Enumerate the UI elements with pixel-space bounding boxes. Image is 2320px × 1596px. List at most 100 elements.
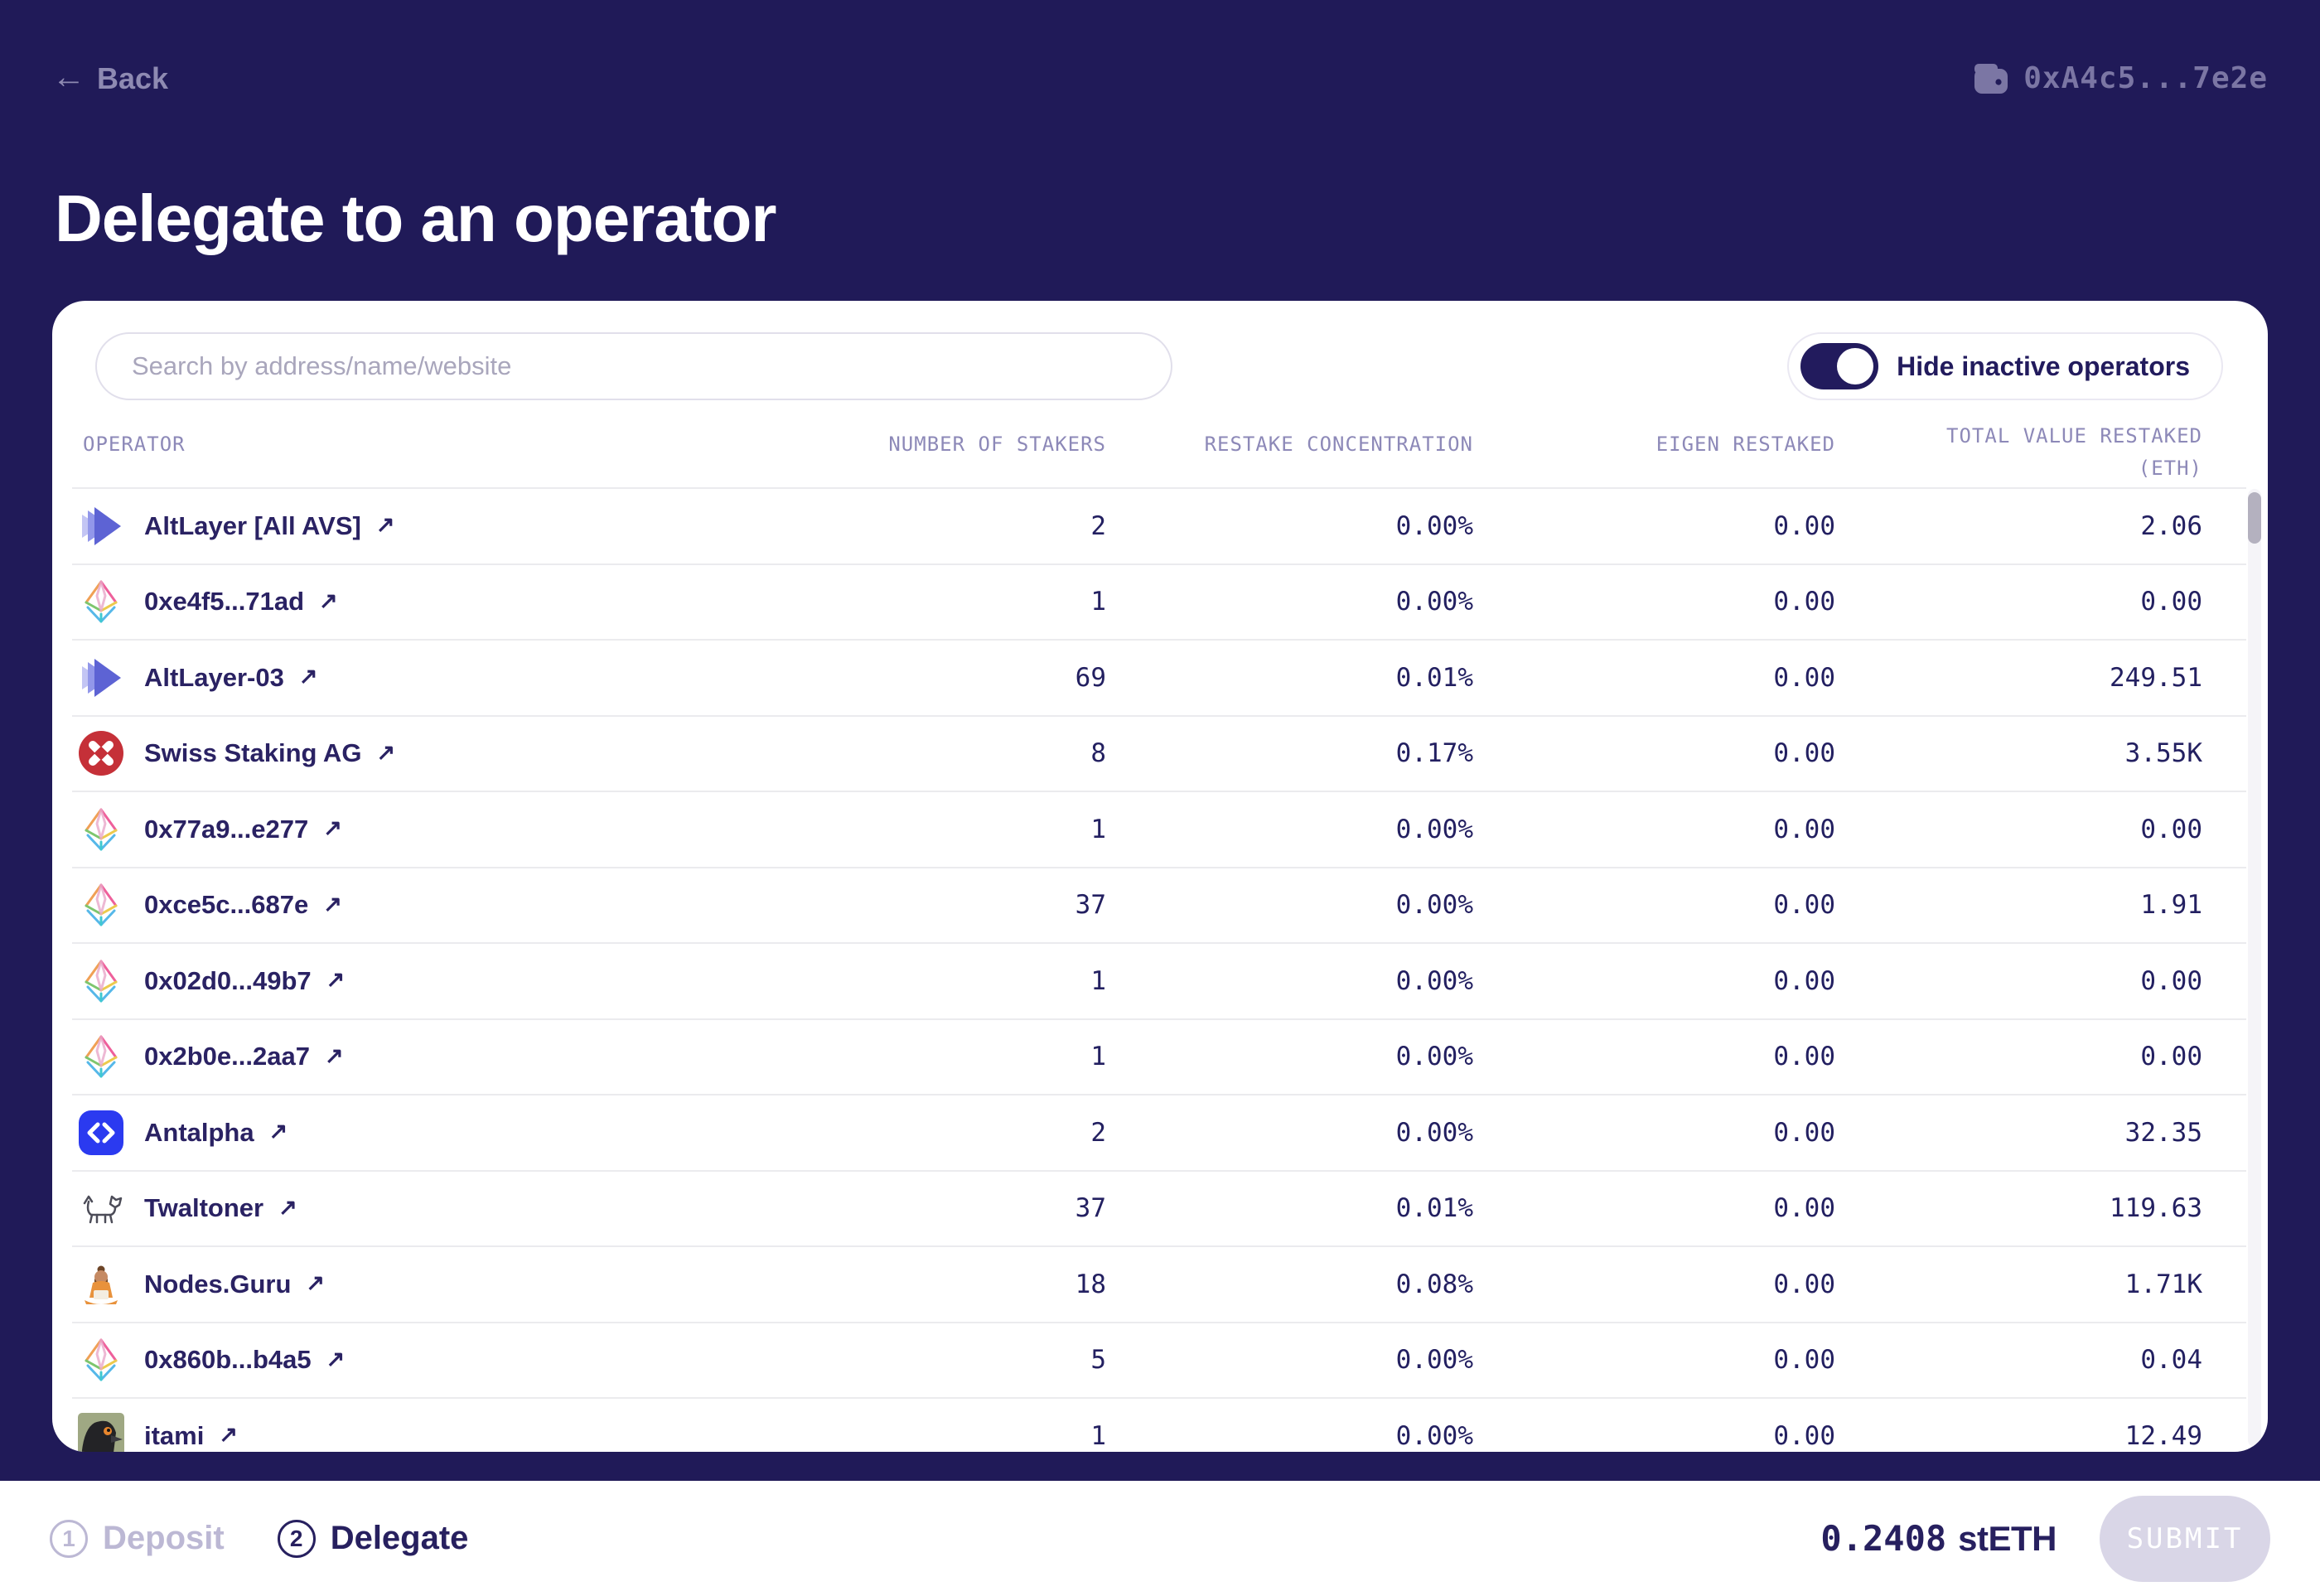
total-restaked-value: 0.00 (2140, 587, 2202, 617)
step-2-label: Delegate (330, 1520, 469, 1556)
operator-row[interactable]: Swiss Staking AG ↗ 8 0.17% 0.00 3.55K (72, 714, 2246, 791)
external-link-icon: ↗ (268, 1119, 288, 1144)
total-restaked-value: 32.35 (2124, 1117, 2202, 1148)
operator-name-link[interactable]: 0x860b...b4a5 (144, 1345, 312, 1375)
swiss-staking-logo (78, 730, 124, 776)
column-header-restake-concentration: RESTAKE CONCENTRATION (1204, 433, 1473, 456)
step-deposit[interactable]: 1 Deposit (50, 1519, 225, 1558)
stakers-value: 8 (1090, 738, 1106, 769)
operator-name-link[interactable]: AltLayer-03 (144, 662, 284, 692)
operator-row[interactable]: itami ↗ 1 0.00% 0.00 12.49 (72, 1397, 2246, 1452)
concentration-value: 0.01% (1395, 1193, 1473, 1224)
eigen-restaked-value: 0.00 (1773, 890, 1835, 921)
step-2-circle: 2 (277, 1519, 316, 1558)
eigen-restaked-value: 0.00 (1773, 1345, 1835, 1376)
operator-row[interactable]: 0x02d0...49b7 ↗ 1 0.00% 0.00 0.00 (72, 942, 2246, 1018)
operator-name-link[interactable]: 0x77a9...e277 (144, 814, 309, 844)
wallet-address-chip[interactable]: 0xA4c5...7e2e (1974, 61, 2268, 95)
concentration-value: 0.17% (1395, 738, 1473, 769)
search-input[interactable] (95, 332, 1172, 400)
operator-row[interactable]: Twaltoner ↗ 37 0.01% 0.00 119.63 (72, 1169, 2246, 1246)
operator-name-link[interactable]: itami (144, 1420, 205, 1450)
operator-row[interactable]: AltLayer [All AVS] ↗ 2 0.00% 0.00 2.06 (72, 487, 2246, 563)
concentration-value: 0.01% (1395, 662, 1473, 693)
external-link-icon: ↗ (376, 739, 396, 765)
operator-name-link[interactable]: Antalpha (144, 1117, 254, 1147)
eth-diamond-icon (78, 1337, 124, 1383)
eigen-restaked-value: 0.00 (1773, 662, 1835, 693)
operator-name-link[interactable]: Swiss Staking AG (144, 738, 362, 768)
operator-row[interactable]: 0x860b...b4a5 ↗ 5 0.00% 0.00 0.04 (72, 1321, 2246, 1398)
total-restaked-value: 0.04 (2140, 1345, 2202, 1376)
operator-row[interactable]: Nodes.Guru ↗ 18 0.08% 0.00 1.71K (72, 1245, 2246, 1322)
external-link-icon: ↗ (326, 967, 346, 993)
operator-name-link[interactable]: Nodes.Guru (144, 1269, 292, 1299)
eigen-restaked-value: 0.00 (1773, 1269, 1835, 1299)
stakers-value: 18 (1075, 1269, 1106, 1299)
step-1-label: Deposit (103, 1520, 225, 1556)
operator-name-link[interactable]: 0x2b0e...2aa7 (144, 1042, 310, 1071)
concentration-value: 0.00% (1395, 965, 1473, 996)
eigen-restaked-value: 0.00 (1773, 814, 1835, 844)
stakers-value: 5 (1090, 1345, 1106, 1376)
eigen-restaked-value: 0.00 (1773, 738, 1835, 769)
submit-button[interactable]: SUBMIT (2100, 1495, 2270, 1582)
wallet-address: 0xA4c5...7e2e (2023, 61, 2268, 95)
stakers-value: 1 (1090, 1042, 1106, 1072)
twaltoner-logo (78, 1185, 124, 1231)
eth-diamond-icon (78, 806, 124, 853)
operator-row[interactable]: 0xce5c...687e ↗ 37 0.00% 0.00 1.91 (72, 866, 2246, 943)
eigen-restaked-value: 0.00 (1773, 1117, 1835, 1148)
operator-row[interactable]: AltLayer-03 ↗ 69 0.01% 0.00 249.51 (72, 639, 2246, 715)
total-restaked-value: 2.06 (2140, 510, 2202, 541)
eigen-restaked-value: 0.00 (1773, 587, 1835, 617)
operator-row[interactable]: 0x2b0e...2aa7 ↗ 1 0.00% 0.00 0.00 (72, 1018, 2246, 1095)
concentration-value: 0.00% (1395, 587, 1473, 617)
column-header-number-of-stakers: NUMBER OF STAKERS (888, 433, 1106, 456)
table-scrollbar-thumb[interactable] (2248, 492, 2261, 544)
external-link-icon: ↗ (319, 588, 338, 613)
step-delegate[interactable]: 2 Delegate (277, 1519, 469, 1558)
eth-diamond-icon (78, 958, 124, 1004)
hide-inactive-toggle[interactable]: Hide inactive operators (1787, 332, 2223, 400)
eigen-restaked-value: 0.00 (1773, 1042, 1835, 1072)
operator-name-link[interactable]: AltLayer [All AVS] (144, 510, 361, 540)
amount-value: 0.2408 (1820, 1518, 1947, 1559)
table-scrollbar[interactable] (2248, 489, 2261, 1447)
concentration-value: 0.00% (1395, 510, 1473, 541)
external-link-icon: ↗ (323, 815, 342, 841)
operator-name-link[interactable]: 0xce5c...687e (144, 890, 309, 920)
itami-avatar (78, 1412, 124, 1452)
antalpha-logo (78, 1110, 124, 1156)
stakers-value: 1 (1090, 1420, 1106, 1451)
eth-diamond-icon (78, 882, 124, 928)
top-bar: ← Back 0xA4c5...7e2e (52, 60, 2268, 101)
total-restaked-value: 12.49 (2124, 1420, 2202, 1451)
operator-name-link[interactable]: Twaltoner (144, 1193, 264, 1223)
column-header-total-value-restaked: TOTAL VALUE RESTAKED (ETH) (1946, 424, 2202, 480)
concentration-value: 0.00% (1395, 1420, 1473, 1451)
column-header-eigen-restaked: EIGEN RESTAKED (1655, 433, 1835, 456)
operator-name-link[interactable]: 0xe4f5...71ad (144, 587, 305, 617)
concentration-value: 0.00% (1395, 814, 1473, 844)
eth-diamond-icon (78, 1033, 124, 1080)
bottom-bar: 1 Deposit 2 Delegate 0.2408 stETH SUBMIT (0, 1481, 2320, 1596)
stakers-value: 2 (1090, 1117, 1106, 1148)
external-link-icon: ↗ (306, 1270, 326, 1296)
external-link-icon: ↗ (219, 1422, 238, 1448)
operator-row[interactable]: 0x77a9...e277 ↗ 1 0.00% 0.00 0.00 (72, 791, 2246, 867)
operator-row[interactable]: 0xe4f5...71ad ↗ 1 0.00% 0.00 0.00 (72, 563, 2246, 640)
total-restaked-value: 0.00 (2140, 965, 2202, 996)
stakers-value: 37 (1075, 1193, 1106, 1224)
step-indicator: 1 Deposit 2 Delegate (50, 1519, 469, 1558)
operator-row[interactable]: Antalpha ↗ 2 0.00% 0.00 32.35 (72, 1094, 2246, 1170)
concentration-value: 0.00% (1395, 1042, 1473, 1072)
altlayer-logo (78, 503, 124, 549)
total-restaked-value: 1.71K (2124, 1269, 2202, 1299)
operator-name-link[interactable]: 0x02d0...49b7 (144, 965, 312, 995)
toggle-switch-on[interactable] (1800, 343, 1879, 389)
external-link-icon: ↗ (375, 512, 395, 538)
step-1-circle: 1 (50, 1519, 88, 1558)
eth-diamond-icon (78, 578, 124, 625)
back-button[interactable]: ← Back (52, 60, 168, 96)
